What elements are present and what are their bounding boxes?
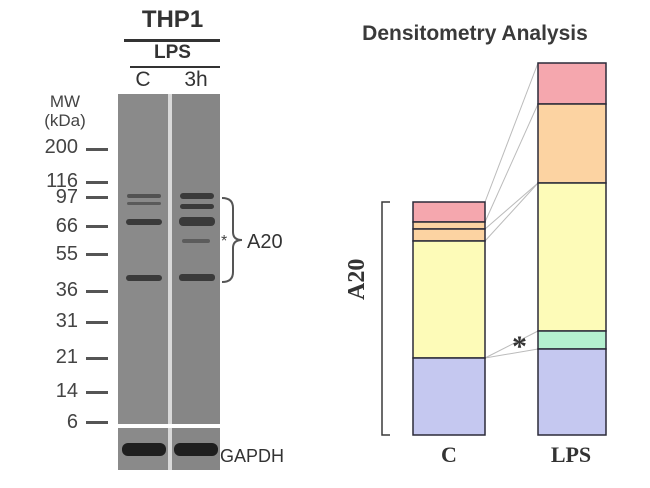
band-3h-asterisk [182,239,210,243]
mw-marker: 36 [55,279,78,301]
mw-tick [86,391,108,394]
band-3h-low [179,274,215,281]
mw-marker: 66 [55,215,78,237]
mw-tick [86,357,108,360]
mw-tick [86,225,108,228]
cell-line-underline [124,39,220,42]
mw-marker: 14 [55,380,78,402]
a20-bracket-densitometry [381,201,390,436]
mw-tick [86,148,108,151]
segment-yellow-lps [537,182,607,332]
mw-tick [86,196,108,199]
band-control-low [126,275,162,281]
mw-marker: 116 [46,170,78,192]
segment-orange2-control [412,228,486,242]
column-label-control: C [441,442,457,467]
lane-separator [168,94,172,424]
segment-connectors [484,62,539,359]
densitometry-graphic [381,62,607,436]
asterisk-marker-densitometry: * [512,330,527,363]
band-control-mid [127,202,161,205]
mw-tick [86,321,108,324]
mw-title: MW (kDa) [30,92,100,130]
a20-bracket-label: A20 [344,258,370,300]
mw-marker: 6 [66,411,78,433]
segment-blue-control [412,357,486,436]
lane-control [118,94,168,424]
mw-title-line2: (kDa) [44,111,86,130]
asterisk-marker-blot: * [221,233,228,250]
mw-marker: 55 [55,243,78,265]
mw-title-line1: MW [49,92,81,111]
segment-blue-lps [537,348,607,436]
stacked-column-control [412,201,486,436]
a20-bracket-blot [221,197,243,283]
treatment-label: LPS [154,42,191,63]
segment-green-lps [537,330,607,350]
treatment-underline [130,66,220,68]
gapdh-blot [118,428,220,470]
band-control-upper [127,194,161,198]
segment-orange-lps [537,103,607,184]
band-gapdh-3h [174,443,218,456]
segment-orange-control [412,221,486,230]
densitometry-title: Densitometry Analysis [362,22,588,45]
mw-marker: 200 [44,136,78,158]
segment-pink-lps [537,62,607,105]
mw-marker: 21 [55,346,78,368]
mw-marker: 31 [55,310,78,332]
band-3h-main [179,217,215,226]
band-3h-mid [180,204,214,209]
lane-3h [172,94,220,424]
blot-membrane [118,94,220,424]
mw-tick [86,290,108,293]
band-control-main [126,219,162,225]
column-label-lps: LPS [550,442,592,467]
cell-line-label: THP1 [141,6,204,33]
mw-tick [86,421,108,424]
loading-control-label: GAPDH [220,446,285,466]
segment-pink-control [412,201,486,223]
lane-label-3h: 3h [184,68,208,91]
stacked-column-lps [537,62,607,436]
mw-tick [86,181,108,184]
band-gapdh-control [122,443,166,456]
lane-label-control: C [135,68,151,91]
band-label-a20: A20 [247,231,283,253]
mw-tick [86,253,108,256]
band-3h-upper [180,193,214,199]
mw-marker: 97 [55,186,78,208]
segment-yellow-control [412,240,486,359]
